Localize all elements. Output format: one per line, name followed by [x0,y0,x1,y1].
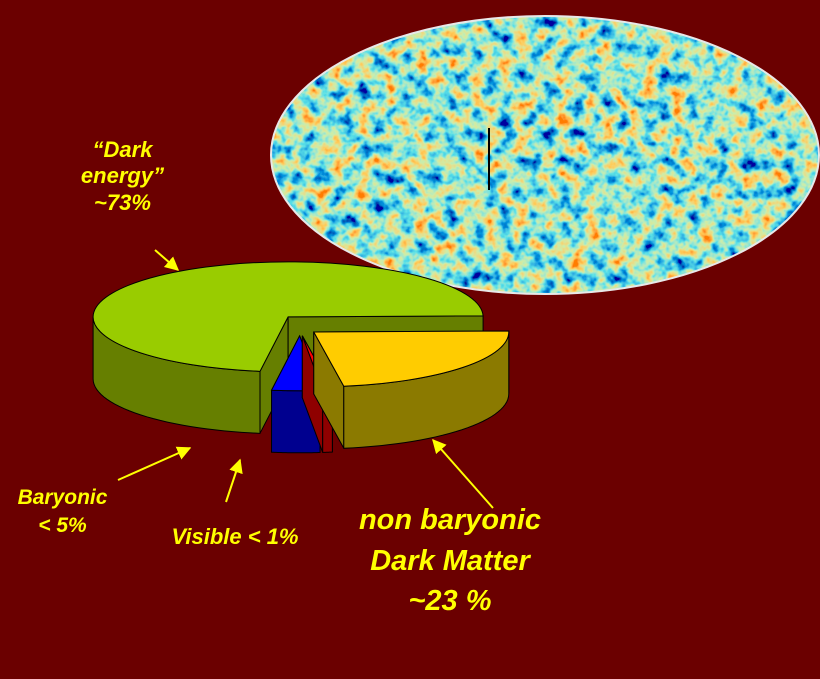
arrows [117,249,494,509]
slice [312,330,510,449]
value-label: < 5% [38,514,87,538]
value-label: ~73% [94,189,151,215]
pie [92,261,510,454]
label-visible: Visible < 1% [165,520,305,553]
slice-top [92,261,484,372]
category: Visible [171,524,242,549]
category: Baryonic [17,486,108,509]
category: non baryonic Dark Matter [358,504,542,577]
value-label: < 1% [247,524,299,549]
category: “Dark energy” [80,137,165,189]
slice-top [312,330,510,387]
label-baryonic: Baryonic < 5% [0,484,125,541]
label-dark-energy: “Dark energy” ~73% [50,137,195,216]
value-label: ~23 % [408,585,492,618]
label-dark-matter: non baryonic Dark Matter ~23 % [345,500,555,622]
cmb-map [270,15,820,295]
